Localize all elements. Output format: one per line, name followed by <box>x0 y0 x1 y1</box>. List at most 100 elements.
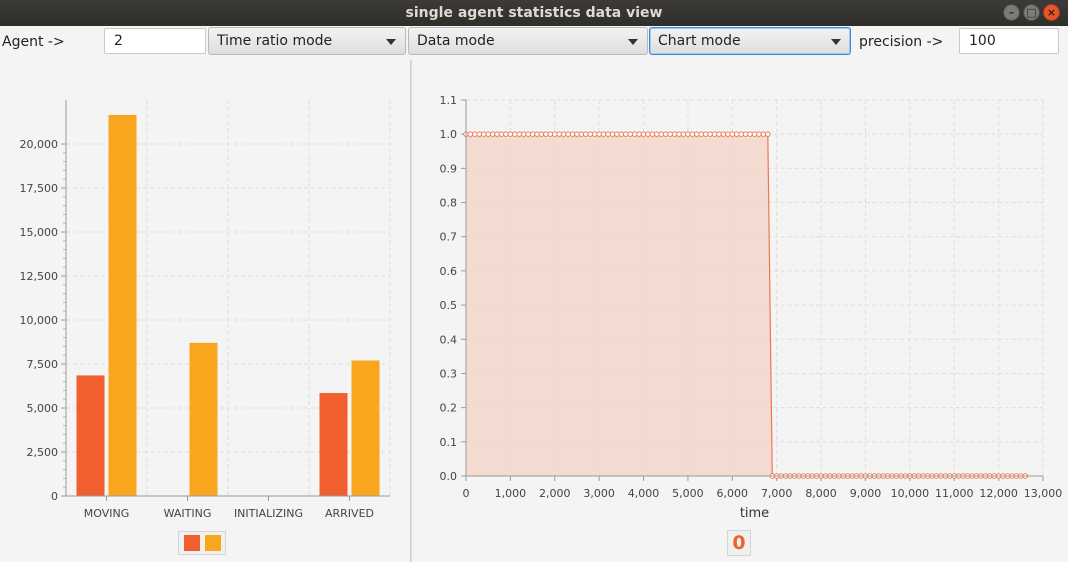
area-fill <box>466 134 1026 476</box>
data-point <box>512 131 518 137</box>
precision-input[interactable] <box>959 28 1059 54</box>
data-point <box>671 131 678 137</box>
data-point <box>716 131 722 137</box>
area-chart-legend: 0 <box>727 530 751 556</box>
data-point <box>725 131 731 137</box>
x-tick-label: 13,000 <box>1024 487 1063 500</box>
bar <box>76 375 105 496</box>
data-point <box>765 131 771 137</box>
bar <box>189 342 218 496</box>
y-tick-label: 7,500 <box>27 358 59 371</box>
data-point <box>498 131 505 137</box>
data-point <box>560 131 567 137</box>
x-tick-label: 9,000 <box>850 487 882 500</box>
data-point <box>543 131 549 137</box>
y-tick-label: 0.3 <box>440 367 458 380</box>
data-point <box>676 131 682 137</box>
x-tick-label: ARRIVED <box>325 507 374 520</box>
maximize-icon[interactable]: □ <box>1023 4 1040 21</box>
close-icon[interactable]: × <box>1043 4 1060 21</box>
title-bar: single agent statistics data view – □ × <box>0 0 1068 26</box>
bar <box>351 360 380 496</box>
data-point <box>569 131 576 137</box>
legend-label: 0 <box>732 532 746 554</box>
time-mode-value: Time ratio mode <box>217 33 333 49</box>
data-point <box>600 131 607 137</box>
chevron-down-icon <box>831 39 841 45</box>
agent-input[interactable] <box>104 28 206 54</box>
data-point <box>733 131 740 137</box>
chevron-down-icon <box>628 39 638 45</box>
data-point <box>756 131 762 137</box>
data-point <box>623 131 629 137</box>
data-point <box>596 131 602 137</box>
x-tick-label: 12,000 <box>979 487 1018 500</box>
chart-mode-value: Chart mode <box>658 33 741 49</box>
data-point <box>516 131 523 137</box>
x-tick-label: 5,000 <box>672 487 704 500</box>
x-tick-label: MOVING <box>84 507 129 520</box>
data-point <box>503 131 509 137</box>
y-tick-label: 2,500 <box>27 446 59 459</box>
y-tick-label: 0.8 <box>440 197 458 210</box>
y-tick-label: 0.1 <box>440 436 458 449</box>
y-tick-label: 15,000 <box>20 226 59 239</box>
minimize-icon[interactable]: – <box>1003 4 1020 21</box>
data-point <box>552 131 558 137</box>
area-chart: 0.0 0.1 0.2 0.3 0.4 0.5 0.6 0.7 0.8 0.9 1.0 1.1 0 1,0… <box>440 94 1063 521</box>
data-point <box>738 131 744 137</box>
data-point <box>649 131 656 137</box>
data-mode-select[interactable]: Data mode <box>408 27 648 55</box>
data-point <box>742 131 749 137</box>
chart-mode-select[interactable]: Chart mode <box>649 27 851 55</box>
precision-label: precision -> <box>859 34 944 50</box>
data-point <box>760 131 767 137</box>
data-point <box>587 131 594 137</box>
data-point <box>574 131 580 137</box>
data-point <box>556 131 562 137</box>
data-point <box>636 131 642 137</box>
x-tick-label: WAITING <box>164 507 212 520</box>
data-point <box>494 131 500 137</box>
y-tick-label: 0.5 <box>440 299 458 312</box>
chevron-down-icon <box>386 39 396 45</box>
x-tick-label: 3,000 <box>583 487 615 500</box>
agent-label: Agent -> <box>2 34 65 50</box>
x-axis-label: time <box>740 506 769 521</box>
window-controls: – □ × <box>1003 4 1060 21</box>
legend-swatch <box>184 535 200 551</box>
data-point <box>658 131 665 137</box>
window-title: single agent statistics data view <box>405 5 663 21</box>
x-tick-label: 4,000 <box>628 487 660 500</box>
data-point <box>481 131 487 137</box>
data-point <box>680 131 687 137</box>
y-tick-label: 1.0 <box>440 128 458 141</box>
y-tick-label: 5,000 <box>27 402 59 415</box>
data-point <box>707 131 713 137</box>
x-tick-label: 11,000 <box>935 487 974 500</box>
legend-swatch <box>205 535 221 551</box>
data-point <box>662 131 669 137</box>
x-tick-label: 2,000 <box>539 487 571 500</box>
data-point <box>654 131 660 137</box>
data-point <box>472 131 478 137</box>
data-point <box>476 131 483 137</box>
data-point <box>685 131 691 137</box>
bar-chart: 0 2,500 5,000 7,500 10,000 12,500 15,000 17,500… <box>20 100 391 520</box>
x-tick-label: 8,000 <box>805 487 837 500</box>
data-point <box>547 131 554 137</box>
y-tick-label: 0.6 <box>440 265 458 278</box>
data-point <box>645 131 651 137</box>
x-tick-label: 0 <box>463 487 470 500</box>
data-point <box>591 131 598 137</box>
x-tick-label: 10,000 <box>891 487 930 500</box>
data-point <box>729 131 736 137</box>
data-point <box>694 131 700 137</box>
data-point <box>702 131 709 137</box>
toolbar: Agent -> Time ratio mode Data mode Chart… <box>0 26 1068 58</box>
y-tick-label: 0.4 <box>440 333 458 346</box>
y-tick-label: 0 <box>51 490 58 503</box>
time-mode-select[interactable]: Time ratio mode <box>208 27 406 55</box>
split-divider[interactable] <box>410 60 412 562</box>
